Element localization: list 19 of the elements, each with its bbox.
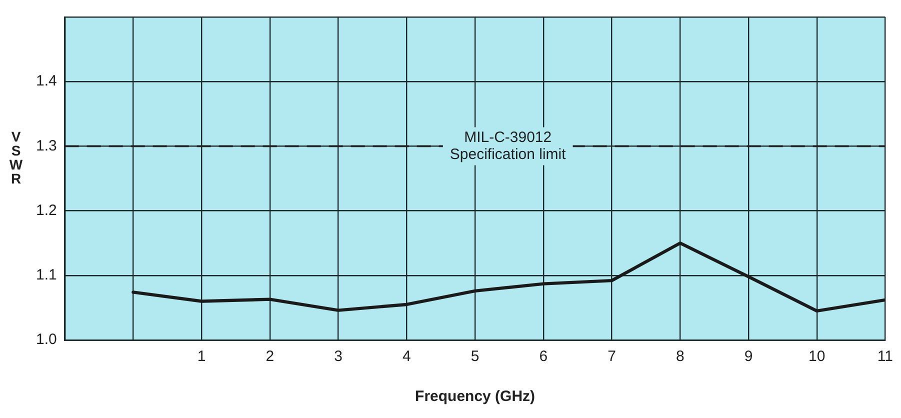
x-tick-label: 10 <box>808 348 826 366</box>
x-tick-label: 1 <box>197 348 206 366</box>
x-tick-label: 4 <box>402 348 411 366</box>
x-tick-label: 9 <box>744 348 753 366</box>
x-tick-label: 11 <box>877 348 894 366</box>
ref-line-label: MIL-C-39012 Specification limit <box>450 128 567 163</box>
x-tick-label: 5 <box>470 348 480 366</box>
y-tick-label: 1.2 <box>36 202 57 219</box>
x-tick-label: 3 <box>334 348 342 366</box>
y-tick-label: 1.3 <box>36 137 57 154</box>
x-tick-label: 7 <box>608 348 616 366</box>
x-tick-label: 2 <box>266 348 274 366</box>
y-axis-title: VSWR <box>9 128 24 186</box>
x-axis-title: Frequency (GHz) <box>415 388 536 406</box>
x-tick-label: 6 <box>539 348 548 366</box>
y-tick-label: 1.1 <box>36 266 57 284</box>
y-tick-label: 1.4 <box>36 72 57 90</box>
x-tick-label: 8 <box>676 348 684 366</box>
y-tick-label: 1.0 <box>36 331 57 348</box>
